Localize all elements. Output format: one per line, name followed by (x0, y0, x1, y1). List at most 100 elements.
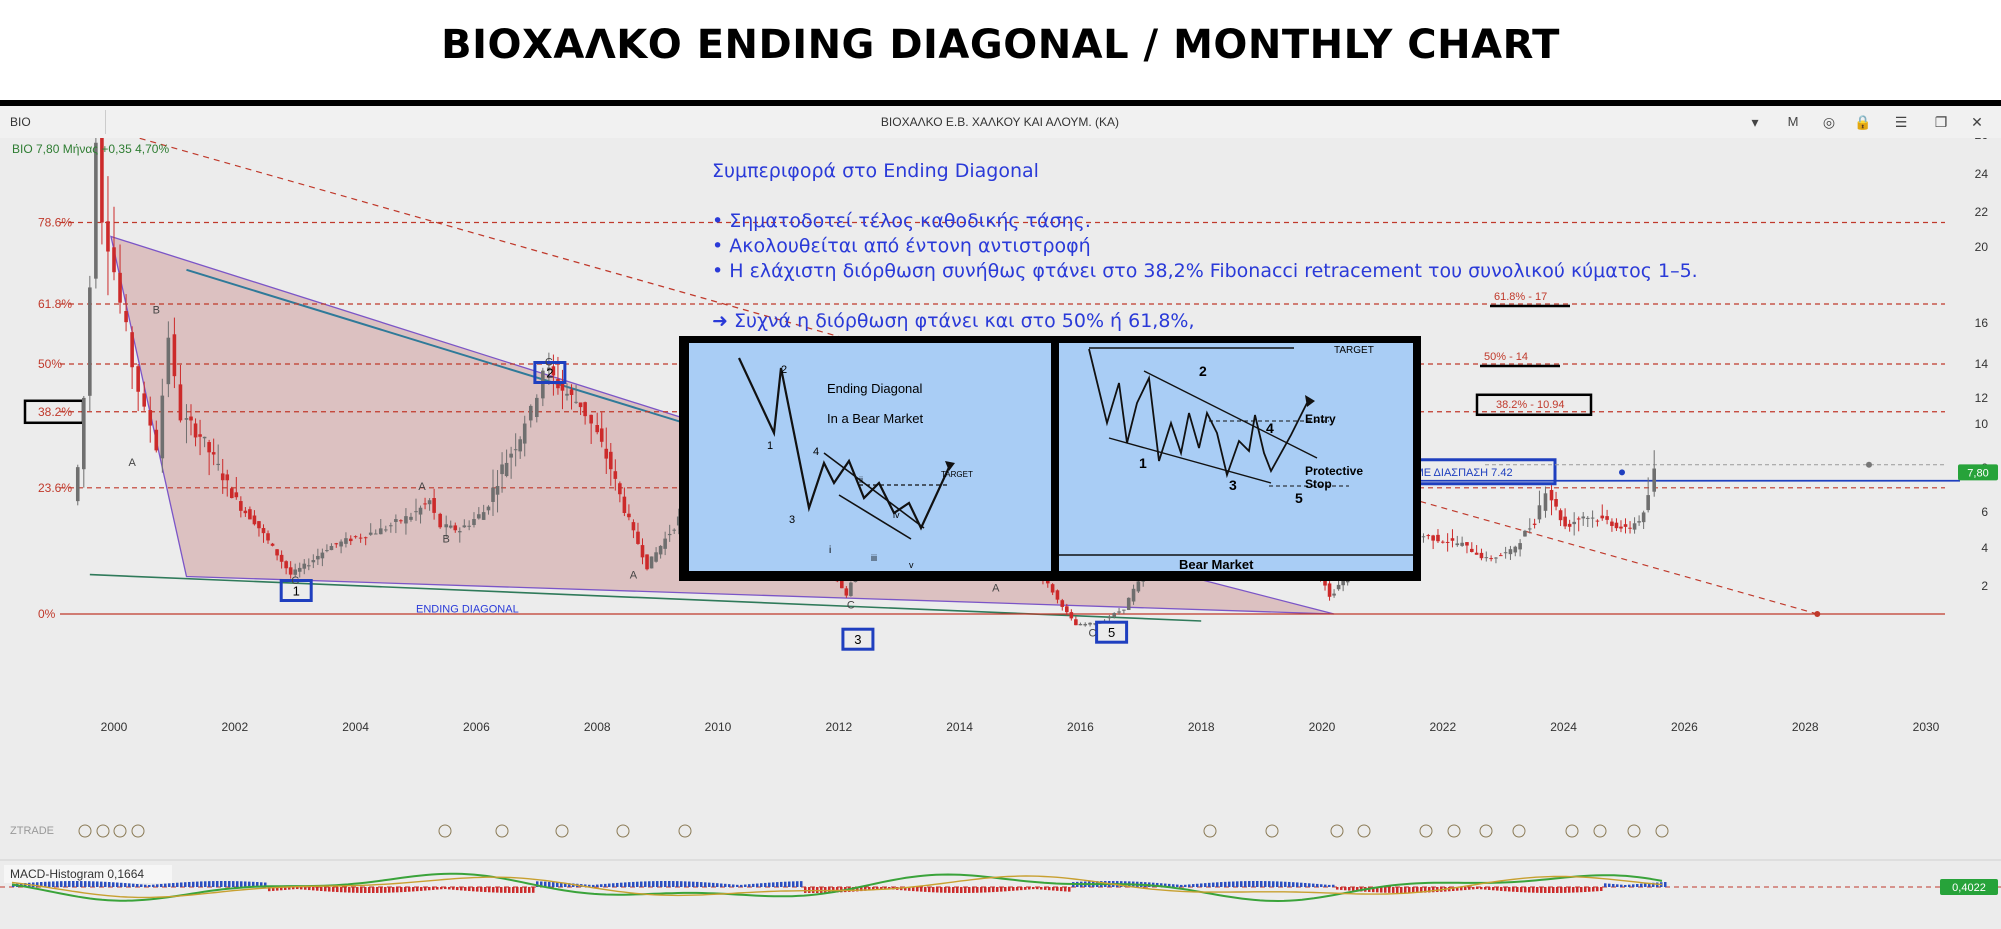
macd-bar (376, 887, 379, 893)
macd-bar (1188, 884, 1191, 887)
macd-bar (1344, 887, 1347, 891)
macd-bar (340, 887, 343, 893)
page-title: ΒΙΟΧΑΛΚΟ ENDING DIAGONAL / MONTHLY CHART (441, 22, 1560, 68)
event-marker (1479, 824, 1493, 838)
candle-body (239, 501, 243, 511)
macd-bar (596, 884, 599, 887)
close-icon[interactable]: ✕ (1971, 114, 1983, 130)
candle-body (509, 453, 513, 458)
ticker-field[interactable]: BIO (4, 110, 106, 134)
candle-body (1074, 619, 1078, 626)
macd-bar (616, 882, 619, 887)
macd-bar (104, 881, 107, 887)
macd-bar (1352, 887, 1355, 891)
fib-note-box (1475, 393, 1593, 417)
wave-box-2: 2 (533, 361, 567, 384)
candle-body (220, 473, 225, 481)
macd-bar (808, 887, 811, 893)
macd-bar (300, 887, 303, 890)
macd-bar (1648, 883, 1651, 887)
candle-body (462, 525, 467, 528)
macd-bar (876, 887, 879, 890)
macd-bar (1512, 887, 1515, 892)
macd-bar (1492, 887, 1495, 891)
chat-icon[interactable]: ◎ (1822, 114, 1836, 130)
candle-body (1450, 538, 1455, 541)
macd-bar (1408, 887, 1411, 893)
macd-bar (264, 882, 267, 887)
macd-bar (1356, 887, 1359, 892)
candle-body (172, 334, 177, 377)
macd-bar (488, 887, 491, 893)
candle-body (1117, 611, 1121, 613)
candle-body (1460, 542, 1464, 546)
macd-bar (372, 887, 375, 893)
x-tick-label: 2028 (1792, 720, 1819, 734)
macd-bar (1460, 887, 1463, 891)
candle-body (112, 247, 116, 273)
candle-body (184, 418, 189, 420)
candle-body (394, 519, 398, 522)
macd-header (4, 865, 172, 883)
subwave-letter: C (1089, 627, 1097, 639)
candle-body (344, 538, 348, 544)
macd-bar (456, 887, 459, 891)
macd-bar (1400, 887, 1403, 893)
candle-body (378, 528, 383, 535)
macd-bar (1576, 887, 1579, 893)
restore-window-icon[interactable]: ❐ (1934, 114, 1948, 130)
macd-bar (468, 887, 471, 892)
macd-bar (412, 887, 415, 892)
lock-icon[interactable]: 🔒 (1854, 114, 1872, 130)
macd-bar (316, 887, 319, 891)
macd-bar (1324, 884, 1327, 887)
candle-body (495, 485, 500, 495)
macd-bar (764, 882, 767, 887)
macd-bar (1320, 884, 1323, 887)
candle-body (306, 565, 311, 567)
candle-body (148, 410, 153, 426)
ztrade-logo: ZTRADE (10, 825, 54, 837)
fib-note: 61.8% - 17 (1494, 291, 1547, 303)
macd-bar (1628, 884, 1631, 887)
chevron-down-icon[interactable]: ▾ (1751, 114, 1759, 130)
macd-bar (176, 882, 179, 887)
macd-layer: MACD-Histogram 0,1664 0,4022 (0, 859, 2001, 903)
menu-icon[interactable]: ☰ (1894, 114, 1908, 130)
macd-bar (1252, 881, 1255, 887)
macd-bar (1580, 887, 1583, 893)
candle-body (636, 531, 640, 544)
macd-bar (1552, 887, 1555, 893)
macd-bar (1164, 883, 1167, 887)
candle-body (154, 429, 159, 451)
macd-bar (1616, 884, 1619, 887)
y-tick-label: 20 (1975, 240, 1989, 254)
macd-bar (600, 884, 603, 887)
macd-bar (768, 882, 771, 887)
inset-right-wave1: 1 (1139, 455, 1147, 471)
candle-body (1619, 526, 1623, 529)
interval-button[interactable]: M (1787, 114, 1799, 129)
macd-bar (640, 881, 643, 887)
event-marker (131, 824, 145, 838)
candle-body (257, 521, 261, 529)
macd-bar (1288, 881, 1291, 887)
macd-bar (704, 882, 707, 887)
macd-bar (1612, 883, 1615, 887)
event-marker (1655, 824, 1669, 838)
inset-right-target: TARGET (1334, 345, 1374, 356)
macd-bar (1304, 882, 1307, 887)
macd-bar (708, 882, 711, 887)
macd-bar (1028, 887, 1031, 890)
macd-bar (332, 887, 335, 892)
candle-body (88, 287, 92, 396)
candle-body (284, 561, 288, 569)
candle-body (1498, 555, 1503, 557)
annotation-bullet-1: • Σηματοδοτεί τέλος καθοδικής τάσης. (712, 210, 1091, 232)
macd-bar (984, 887, 987, 893)
macd-bar (1524, 887, 1527, 893)
macd-bar (532, 887, 535, 893)
candle-body (409, 516, 413, 520)
candle-body (569, 389, 574, 395)
macd-bar (492, 887, 495, 893)
